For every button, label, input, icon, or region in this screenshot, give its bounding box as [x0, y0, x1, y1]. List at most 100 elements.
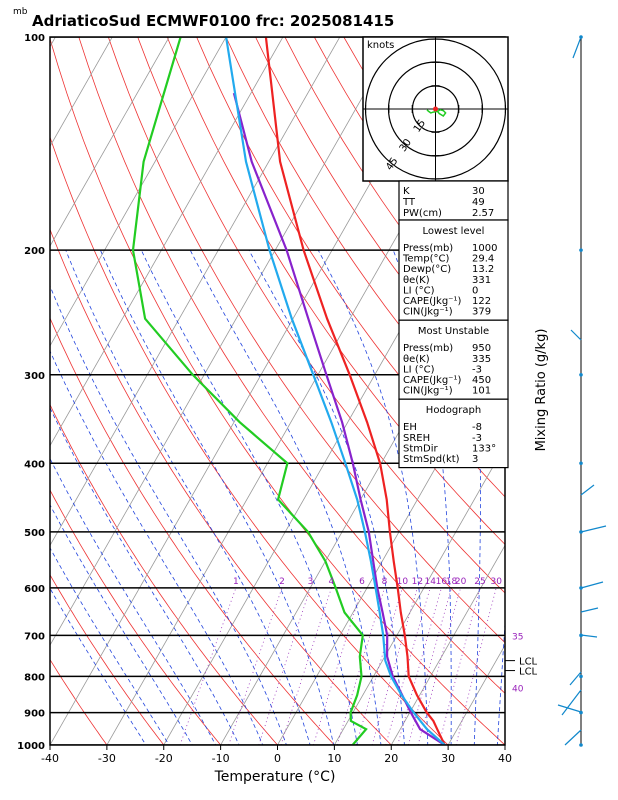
- moist-adiabat-line: [189, 249, 382, 745]
- moist-adiabat-line: [248, 249, 405, 745]
- mixing-ratio-label: 18: [446, 577, 458, 587]
- table-row-value: 13.2: [472, 264, 494, 275]
- table-row-label: Press(mb): [403, 243, 453, 254]
- table-row-value: 1000: [472, 243, 497, 254]
- table-box: [398, 319, 509, 400]
- mixing-ratio-line: [313, 587, 363, 745]
- mixing-ratio-line: [438, 587, 481, 745]
- x-tick-label: 20: [384, 752, 398, 765]
- pressure-tick-label: 900: [24, 709, 45, 720]
- x-axis-label: Temperature (°C): [214, 769, 336, 785]
- theta-label: 35: [512, 632, 523, 642]
- mixing-ratio-line: [258, 587, 311, 745]
- dry-adiabat-line: [50, 37, 505, 745]
- wind-barb: [569, 671, 582, 686]
- table-row-label: CIN(Jkg⁻¹): [403, 307, 453, 318]
- pressure-tick-label: 800: [24, 672, 45, 683]
- isotherm-line: [50, 37, 284, 447]
- temperature-tick-labels: -40 -30 -20 -10 0 10 20 30 40: [41, 745, 512, 765]
- moist-adiabat-line: [317, 249, 429, 745]
- isotherm-line: [50, 37, 341, 547]
- mixing-ratio-label: 14: [424, 577, 436, 587]
- table-row-label: CAPE(Jkg⁻¹): [403, 375, 461, 386]
- table-row-label: K: [403, 186, 410, 197]
- isotherms: [0, 21, 505, 760]
- isotherm-line: [50, 37, 398, 647]
- moist-adiabat-line: [50, 406, 240, 745]
- pressure-tick-label: 100: [24, 33, 45, 44]
- sounding-traces: [131, 37, 446, 745]
- dry-adiabat-line: [137, 37, 505, 594]
- mixing-ratio-label: 16: [436, 577, 448, 587]
- wind-barb: [580, 581, 604, 589]
- dry-adiabat-line: [50, 317, 335, 745]
- wind-level-marker: [579, 743, 583, 747]
- chart-title: AdriaticoSud ECMWF0100 frc: 2025081415: [32, 12, 394, 30]
- wind-barb: [561, 689, 582, 716]
- table-row-value: 379: [472, 307, 491, 318]
- pressure-tick-label: 400: [24, 459, 45, 470]
- sounding-line-0: [264, 37, 446, 745]
- pressure-tick-label: 700: [24, 631, 45, 642]
- mixing-ratio-label: 25: [474, 577, 485, 587]
- moist-adiabat-line: [50, 546, 170, 745]
- table-row-value: 950: [472, 343, 491, 354]
- table-row-label: EH: [403, 422, 417, 433]
- dry-adiabat-line: [50, 658, 108, 745]
- table-section-header: Hodograph: [426, 405, 481, 416]
- lcl-label: LCL: [519, 667, 538, 678]
- table-row-label: StmDir: [403, 443, 438, 454]
- moist-adiabat-line: [65, 249, 311, 745]
- x-tick-label: -40: [41, 752, 59, 765]
- moist-adiabat-line: [100, 249, 335, 745]
- dry-adiabat-line: [50, 574, 165, 745]
- isotherm-line: [50, 37, 227, 347]
- wind-level-marker: [579, 674, 583, 679]
- table-row-value: -8: [472, 422, 482, 433]
- mixing-ratio-label: 2: [279, 577, 285, 587]
- table-box: [398, 219, 509, 321]
- dry-adiabat-line: [78, 37, 505, 694]
- wind-level-marker: [579, 373, 583, 377]
- mixing-ratio-axis-label: Mixing Ratio (g/kg): [534, 329, 549, 452]
- wind-barb: [580, 634, 598, 638]
- moist-adiabat-line: [140, 249, 358, 745]
- wind-barb: [572, 36, 582, 59]
- dry-adiabat-line: [166, 37, 505, 545]
- table-row-value: -3: [472, 364, 482, 375]
- pressure-tick-label: 500: [24, 528, 45, 539]
- table-row-label: CIN(Jkg⁻¹): [403, 386, 453, 397]
- theta-labels: 35 40: [512, 632, 524, 694]
- isotherm-line: [0, 21, 8, 760]
- isotherm-line: [504, 744, 505, 745]
- mixing-ratio-line: [280, 587, 332, 745]
- dry-adiabat-line: [50, 489, 222, 745]
- wind-barb: [580, 525, 607, 533]
- table-row-label: Press(mb): [403, 343, 453, 354]
- moist-adiabat-line: [50, 504, 193, 745]
- table-box: [398, 180, 509, 221]
- wind-barb: [570, 329, 582, 341]
- table-row-value: -3: [472, 433, 482, 444]
- moist-adiabat-line: [496, 617, 505, 745]
- mixing-ratio-label: 3: [308, 577, 314, 587]
- table-section-header: Lowest level: [423, 226, 485, 237]
- table-row-label: StmSpd(kt): [403, 454, 460, 465]
- x-tick-label: -20: [155, 752, 173, 765]
- mixing-ratio-line: [228, 587, 283, 745]
- table-row-label: LI (°C): [403, 285, 435, 296]
- table-row-value: 30: [472, 186, 485, 197]
- mixing-ratio-label: 6: [359, 577, 365, 587]
- table-row-label: TT: [402, 197, 416, 208]
- table-section-header: Most Unstable: [418, 326, 489, 337]
- lcl-label: LCL: [519, 657, 538, 668]
- table-row-label: θe(K): [403, 275, 430, 286]
- sounding-line-3: [225, 37, 446, 745]
- table-row-label: θe(K): [403, 354, 430, 365]
- table-row-value: 133°: [472, 443, 496, 454]
- x-tick-label: 40: [498, 752, 512, 765]
- isotherm-line: [390, 544, 505, 745]
- table-row-value: 122: [472, 296, 491, 307]
- table-row-value: 49: [472, 197, 485, 208]
